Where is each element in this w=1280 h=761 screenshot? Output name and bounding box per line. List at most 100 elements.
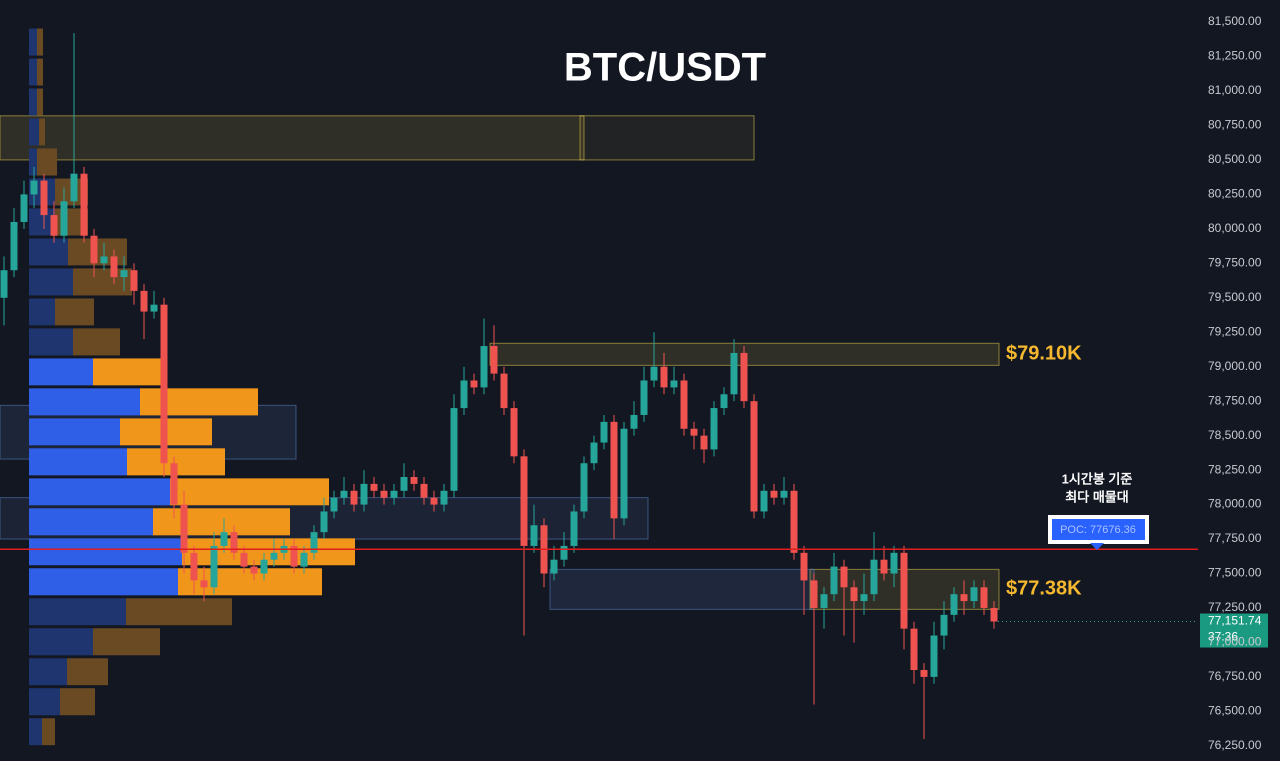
candle-body <box>500 373 508 409</box>
profile-up <box>29 478 170 506</box>
candle-body <box>170 463 178 505</box>
zone <box>579 115 755 161</box>
candle-body <box>730 352 738 395</box>
candle-body <box>380 490 388 498</box>
candle-body <box>20 194 28 222</box>
profile-up <box>29 598 126 626</box>
candle-body <box>940 614 948 636</box>
candle-body <box>430 497 438 505</box>
candle-body <box>470 380 478 388</box>
candle-body <box>160 304 168 464</box>
profile-down <box>39 118 45 146</box>
candle-body <box>650 366 658 381</box>
candle-body <box>110 256 118 278</box>
profile-down <box>93 628 160 656</box>
candle-body <box>910 628 918 671</box>
candle-body <box>450 408 458 491</box>
candle-body <box>350 490 358 505</box>
candle-body <box>600 421 608 443</box>
profile-down <box>140 388 258 416</box>
poc-pointer <box>1090 543 1104 550</box>
candle-body <box>130 270 138 291</box>
candle-body <box>40 180 48 216</box>
candle-body <box>870 559 878 595</box>
candle-body <box>680 380 688 429</box>
y-tick-label: 77,250.00 <box>1208 600 1262 614</box>
candle-body <box>30 180 38 195</box>
candle-body <box>340 490 348 498</box>
candle-body <box>720 394 728 409</box>
candle-body <box>480 346 488 388</box>
candle-body <box>700 435 708 450</box>
candle-body <box>950 594 958 615</box>
profile-down <box>42 718 55 746</box>
y-tick-label: 77,750.00 <box>1208 531 1262 545</box>
candle-body <box>520 456 528 546</box>
candle-body <box>770 490 778 498</box>
candle-body <box>830 566 838 595</box>
y-tick-label: 79,750.00 <box>1208 255 1262 269</box>
candle-body <box>410 477 418 484</box>
profile-up <box>29 508 153 536</box>
profile-down <box>37 148 57 176</box>
candle-body <box>590 442 598 464</box>
candle-body <box>330 497 338 512</box>
candle-body <box>990 607 998 622</box>
y-tick-label: 76,250.00 <box>1208 738 1262 752</box>
note-line: 최다 매물대 <box>1065 489 1128 504</box>
profile-up <box>29 298 55 326</box>
candle-body <box>490 346 498 374</box>
candle-body <box>230 532 238 553</box>
profile-up <box>29 388 140 416</box>
candle-body <box>640 380 648 415</box>
y-tick-label: 78,750.00 <box>1208 393 1262 407</box>
poc-label: POC: 77676.36 <box>1060 524 1136 536</box>
profile-down <box>73 328 120 356</box>
zone-label: $79.10K <box>1006 343 1082 365</box>
candle-body <box>120 270 128 278</box>
profile-up <box>29 418 120 446</box>
note-line: 1시간봉 기준 <box>1062 471 1133 486</box>
y-tick-label: 78,500.00 <box>1208 428 1262 442</box>
candle-body <box>420 483 428 498</box>
candle-body <box>840 566 848 588</box>
candle-body <box>260 559 268 574</box>
candle-body <box>70 173 78 202</box>
last-price-tag <box>1200 613 1268 648</box>
candle-body <box>550 559 558 574</box>
candle-body <box>210 545 218 588</box>
candle-body <box>270 552 278 560</box>
candle-body <box>570 511 578 546</box>
y-tick-label: 80,750.00 <box>1208 118 1262 132</box>
y-tick-label: 79,250.00 <box>1208 324 1262 338</box>
profile-down <box>37 88 43 116</box>
profile-up <box>29 328 73 356</box>
candle-body <box>100 256 108 264</box>
y-tick-label: 78,000.00 <box>1208 497 1262 511</box>
candle-body <box>60 201 68 236</box>
candle-body <box>930 635 938 677</box>
profile-down <box>37 58 43 86</box>
profile-up <box>29 568 178 596</box>
candle-body <box>860 594 868 602</box>
profile-down <box>55 298 94 326</box>
candle-body <box>200 580 208 588</box>
candle-body <box>960 594 968 602</box>
candle-body <box>190 552 198 581</box>
profile-down <box>60 688 95 716</box>
candle-body <box>630 414 638 429</box>
y-tick-label: 81,250.00 <box>1208 49 1262 63</box>
profile-up <box>29 268 73 296</box>
profile-down <box>178 568 322 596</box>
candle-body <box>740 352 748 402</box>
candle-body <box>400 477 408 491</box>
y-tick-label: 78,250.00 <box>1208 462 1262 476</box>
candle-body <box>80 173 88 236</box>
y-tick-label: 81,000.00 <box>1208 83 1262 97</box>
candle-body <box>180 504 188 553</box>
candle-body <box>0 270 8 298</box>
candle-body <box>10 221 18 271</box>
